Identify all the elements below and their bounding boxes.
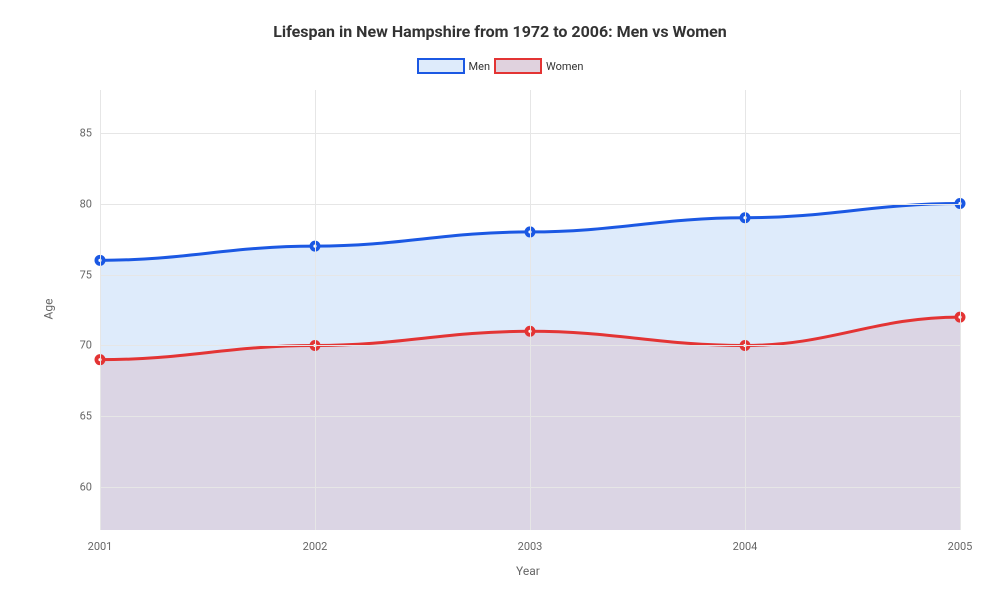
x-tick-label: 2002	[303, 540, 328, 553]
x-tick-label: 2005	[948, 540, 973, 553]
grid-line-v	[530, 90, 531, 530]
y-tick-label: 70	[72, 339, 92, 352]
grid-line-h	[100, 487, 960, 488]
legend-item-men: Men	[417, 58, 491, 74]
x-tick-label: 2001	[88, 540, 113, 553]
legend-label-men: Men	[469, 60, 491, 73]
grid-line-v	[960, 90, 961, 530]
grid-line-h	[100, 133, 960, 134]
grid-line-h	[100, 416, 960, 417]
x-tick-label: 2003	[518, 540, 543, 553]
y-axis-label: Age	[41, 299, 55, 320]
y-tick-label: 65	[72, 410, 92, 423]
y-tick-label: 75	[72, 268, 92, 281]
grid-line-v	[315, 90, 316, 530]
grid-line-v	[745, 90, 746, 530]
y-tick-label: 60	[72, 481, 92, 494]
chart-title: Lifespan in New Hampshire from 1972 to 2…	[0, 22, 1000, 41]
y-tick-label: 85	[72, 126, 92, 139]
legend-label-women: Women	[546, 60, 583, 73]
y-tick-label: 80	[72, 197, 92, 210]
x-tick-label: 2004	[733, 540, 758, 553]
legend-swatch-women	[494, 58, 542, 74]
legend-swatch-men	[417, 58, 465, 74]
legend-item-women: Women	[494, 58, 583, 74]
plot-area	[100, 90, 960, 530]
legend: Men Women	[0, 58, 1000, 74]
grid-line-h	[100, 204, 960, 205]
grid-line-v	[100, 90, 101, 530]
x-axis-label: Year	[516, 564, 540, 578]
grid-line-h	[100, 275, 960, 276]
grid-line-h	[100, 345, 960, 346]
